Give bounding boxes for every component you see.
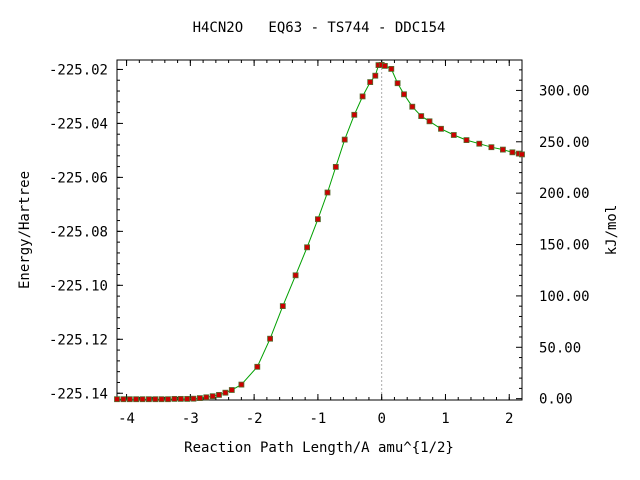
data-point (351, 111, 358, 118)
data-point (499, 146, 506, 153)
data-point (388, 66, 395, 72)
x-tick-label: -4 (118, 411, 135, 427)
data-point (126, 396, 133, 403)
y-axis-label: Energy/Hartree (17, 171, 33, 289)
data-point (381, 63, 388, 69)
data-point (359, 93, 366, 100)
y2-tick-label: 300.00 (539, 83, 590, 99)
data-point (228, 387, 235, 393)
data-point (120, 396, 127, 403)
data-point (401, 91, 407, 98)
x-axis-label: Reaction Path Length/A amu^{1/2} (184, 440, 454, 456)
plot-frame (116, 59, 523, 401)
y-tick-label: -225.12 (49, 332, 108, 348)
data-point (324, 189, 331, 196)
data-point (279, 303, 286, 310)
y2-axis-label: kJ/mol (604, 205, 620, 256)
y-axis-ticks: -225.02 -225.04 -225.06 -225.08 -225.10 -225.… (49, 62, 123, 402)
data-point (190, 395, 197, 402)
data-point (165, 396, 171, 403)
series-line (117, 64, 523, 400)
data-point (184, 395, 191, 402)
data-point (171, 395, 178, 402)
y-tick-label: -225.14 (49, 386, 108, 402)
x-tick-label: 0 (377, 411, 385, 427)
data-point (450, 132, 457, 138)
data-point (209, 393, 216, 400)
y2-tick-label: 0.00 (539, 392, 573, 408)
y2-tick-label: 50.00 (539, 340, 581, 356)
chart-title: H4CN2O EQ63 - TS744 - DDC154 (193, 20, 446, 36)
y2-tick-label: 250.00 (539, 135, 590, 151)
x-tick-label: -3 (182, 411, 199, 427)
data-point (314, 216, 321, 223)
data-markers (114, 62, 525, 403)
data-point (367, 79, 374, 85)
data-point (409, 103, 416, 110)
data-point (158, 396, 165, 403)
data-point (519, 151, 525, 158)
x-tick-label: -2 (246, 411, 263, 427)
data-point (177, 395, 184, 402)
data-point (152, 396, 159, 403)
data-point (476, 140, 483, 147)
data-point (394, 80, 401, 87)
data-point (203, 394, 210, 401)
y-tick-label: -225.08 (49, 224, 108, 240)
data-point (418, 113, 425, 119)
data-point (292, 272, 299, 279)
data-point (341, 136, 348, 143)
data-point (222, 389, 229, 396)
y2-axis-ticks: 300.00 250.00 200.00 150.00 100.00 50.00 0.00 (516, 69, 590, 408)
data-point (196, 395, 203, 402)
y-tick-label: -225.04 (49, 116, 108, 132)
data-point (254, 363, 261, 370)
data-point (139, 396, 146, 403)
data-point (267, 335, 274, 342)
data-point (238, 381, 245, 388)
y2-tick-label: 150.00 (539, 238, 590, 254)
data-point (372, 72, 379, 79)
data-point (216, 391, 222, 398)
x-tick-label: -1 (309, 411, 326, 427)
y-tick-label: -225.06 (49, 170, 108, 186)
data-point (488, 144, 495, 151)
data-point (438, 125, 444, 132)
data-point (133, 396, 140, 403)
y-tick-label: -225.10 (49, 278, 108, 294)
data-point (145, 396, 152, 403)
data-point (509, 149, 516, 156)
y2-tick-label: 100.00 (539, 289, 590, 305)
data-point (332, 163, 339, 170)
x-axis-ticks: -4 -3 -2 -1 0 1 2 (118, 60, 513, 427)
y-tick-label: -225.02 (49, 62, 108, 78)
data-point (114, 396, 120, 403)
x-tick-label: 2 (505, 411, 513, 427)
x-tick-label: 1 (441, 411, 449, 427)
y2-tick-label: 200.00 (539, 186, 590, 202)
data-point (304, 244, 311, 251)
data-point (426, 118, 433, 125)
data-point (463, 137, 470, 144)
